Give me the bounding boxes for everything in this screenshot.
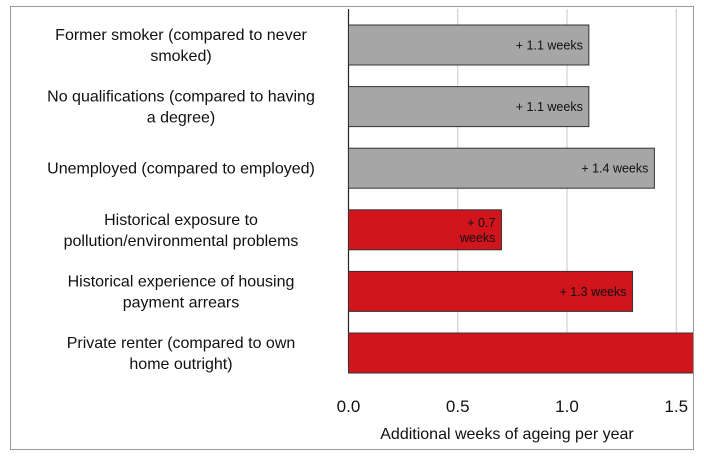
category-label: Private renter (compared to own xyxy=(67,335,296,352)
x-tick-labels: 0.00.51.01.52.02.53.0 xyxy=(337,397,688,416)
bar xyxy=(348,270,634,312)
data-label: + 1.1 weeks xyxy=(516,39,583,53)
category-label: No qualifications (compared to having xyxy=(47,89,315,106)
category-labels: + 1.1 weeks Former smoker (compared to ne… xyxy=(47,27,648,373)
x-tick-label: 1.5 xyxy=(664,397,688,416)
data-label: + 1.1 weeks xyxy=(516,100,583,114)
bars xyxy=(348,24,704,374)
category-label: Historical experience of housing xyxy=(68,273,295,290)
category-label: Former smoker (compared to never xyxy=(55,27,307,44)
category-label: home outright) xyxy=(129,356,232,373)
category-label: payment arrears xyxy=(123,294,240,311)
data-label: + 0.7 xyxy=(467,216,495,230)
category-label: Unemployed (compared to employed) xyxy=(47,161,315,178)
x-axis-title: Additional weeks of ageing per year xyxy=(380,426,634,443)
x-tick-label: 0.0 xyxy=(337,397,361,416)
category-label: a degree) xyxy=(147,110,216,127)
category-label: Historical exposure to xyxy=(104,212,258,229)
bar xyxy=(348,86,590,128)
bar xyxy=(348,24,590,66)
bar-chart: + 1.1 weeks Former smoker (compared to ne… xyxy=(47,9,704,443)
category-label: pollution/environmental problems xyxy=(64,233,299,250)
data-label: + 1.4 weeks xyxy=(581,162,648,176)
chart-frame: + 1.1 weeks Former smoker (compared to ne… xyxy=(10,6,704,450)
x-tick-label: 1.0 xyxy=(555,397,579,416)
bar xyxy=(348,209,502,251)
data-label: + 1.3 weeks xyxy=(559,285,626,299)
bar xyxy=(348,147,655,189)
data-label: weeks xyxy=(459,231,495,245)
category-label: smoked) xyxy=(150,48,211,65)
x-tick-label: 0.5 xyxy=(446,397,470,416)
bar xyxy=(348,332,704,374)
